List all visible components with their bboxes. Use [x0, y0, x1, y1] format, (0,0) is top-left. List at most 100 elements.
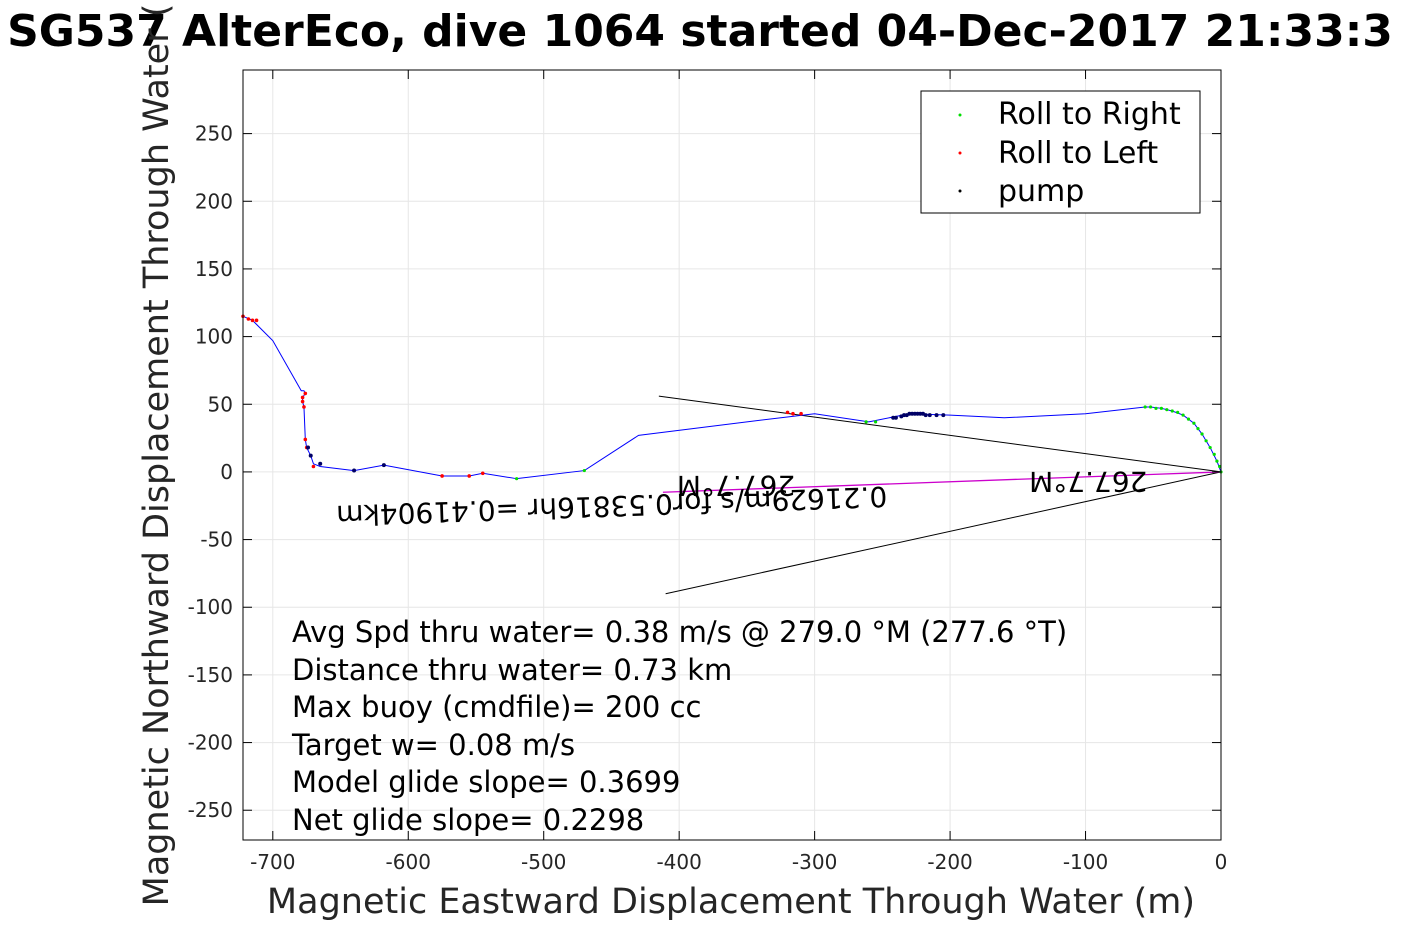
y-tick-label: -150: [188, 663, 233, 687]
roll-right-point: [1165, 408, 1169, 412]
roll-left-markers: [241, 314, 803, 478]
legend-label-roll-left: Roll to Left: [998, 136, 1158, 171]
roll-right-point: [582, 468, 586, 473]
roll-right-point: [864, 420, 868, 424]
pump-point: [899, 414, 904, 419]
roll-right-point: [1192, 421, 1196, 425]
roll-left-point: [440, 474, 444, 478]
roll-right-point: [1196, 427, 1200, 431]
roll-left-point: [311, 464, 316, 469]
roll-left-point: [254, 318, 259, 323]
pump-point: [306, 445, 311, 450]
pump-point: [308, 453, 313, 458]
roll-left-point: [300, 399, 305, 404]
legend-marker-roll-right: [958, 113, 962, 117]
roll-left-point: [480, 471, 485, 476]
roll-left-point: [785, 410, 790, 415]
pump-point: [941, 413, 946, 418]
y-tick-label: -50: [200, 528, 233, 552]
annotation-text-1: 267.7°M: [677, 469, 795, 502]
pump-point: [318, 461, 323, 466]
guide-line: [665, 471, 1222, 595]
x-tick-label: -700: [250, 850, 295, 874]
y-tick-label: 150: [195, 257, 233, 281]
x-tick-label: -400: [656, 850, 701, 874]
y-tick-label: 50: [208, 392, 233, 416]
y-tick-label: 250: [195, 122, 233, 146]
stat-net-glide-slope: Net glide slope= 0.2298: [292, 803, 644, 837]
plot-area-frame: [242, 69, 1222, 841]
track-line: [242, 315, 1222, 480]
x-tick-label: -600: [386, 850, 431, 874]
x-axis-label: Magnetic Eastward Displacement Through W…: [267, 882, 1195, 922]
roll-right-point: [873, 420, 878, 424]
roll-right-point: [1204, 439, 1208, 443]
x-tick-label: -200: [927, 850, 972, 874]
annotation-text-0: 267.7°M: [1029, 465, 1147, 498]
roll-right-point: [1148, 405, 1153, 409]
roll-right-point: [1176, 410, 1180, 414]
roll-right-markers: [515, 405, 1223, 481]
stats-block: Avg Spd thru water= 0.38 m/s @ 279.0 °M …: [291, 615, 1067, 837]
roll-left-point: [302, 405, 306, 409]
legend: Roll to Right Roll to Left pump: [920, 90, 1201, 214]
x-tick-label: 0: [1215, 850, 1228, 874]
legend-label-pump: pump: [998, 174, 1084, 209]
pump-point: [352, 468, 357, 473]
roll-right-point: [1143, 405, 1147, 409]
roll-right-point: [1208, 445, 1212, 450]
annotation-text-2: 0.21629m/s for0.53816hr =0.41904km: [336, 480, 888, 532]
y-tick-label: 100: [195, 325, 233, 349]
pump-point: [934, 413, 939, 418]
x-tick-label: -300: [792, 850, 837, 874]
roll-right-point: [1186, 417, 1191, 421]
roll-right-point: [1212, 452, 1216, 456]
roll-right-point: [1181, 413, 1185, 417]
pump-point: [891, 415, 896, 420]
legend-marker-roll-left: [958, 151, 962, 155]
roll-left-point: [300, 395, 305, 400]
pump-markers: [306, 411, 946, 473]
x-axis: -700 -600 -500 -400 -300 -200 -100 0: [250, 70, 1227, 874]
pump-point: [927, 413, 932, 418]
guide-lines: [658, 395, 1222, 595]
roll-right-point: [1200, 432, 1204, 436]
legend-marker-pump: [958, 189, 962, 193]
current-vector-line: [662, 471, 1222, 493]
roll-left-point: [799, 411, 803, 416]
y-tick-label: 200: [195, 189, 233, 213]
roll-left-point: [303, 437, 308, 442]
roll-left-point: [467, 474, 472, 478]
roll-right-point: [1218, 464, 1222, 469]
legend-box: [920, 90, 1201, 214]
roll-right-point: [1159, 406, 1163, 410]
stat-model-glide-slope: Model glide slope= 0.3699: [292, 765, 680, 799]
y-tick-label: 0: [220, 460, 233, 484]
y-axis: 250 200 150 100 50 0 -50 -100 -150 -200 -250: [188, 122, 1221, 822]
y-tick-label: -250: [188, 798, 233, 822]
stat-max-buoy: Max buoy (cmdfile)= 200 cc: [292, 690, 701, 724]
chart-title: SG537 AlterEco, dive 1064 started 04-Dec…: [7, 6, 1393, 57]
roll-left-point: [303, 391, 308, 396]
y-tick-label: -100: [188, 595, 233, 619]
stat-target-w: Target w= 0.08 m/s: [291, 728, 575, 762]
roll-right-point: [1154, 406, 1158, 410]
roll-right-point: [1170, 409, 1174, 413]
pump-point: [381, 463, 386, 468]
legend-label-roll-right: Roll to Right: [998, 97, 1181, 132]
roll-left-point: [246, 317, 251, 321]
roll-left-point: [791, 411, 795, 416]
x-tick-label: -500: [521, 850, 566, 874]
y-tick-label: -200: [188, 731, 233, 755]
y-axis-label: Magnetic Northward Displacement Through …: [137, 4, 177, 907]
roll-right-point: [515, 477, 519, 481]
roll-right-point: [1215, 459, 1219, 463]
x-tick-label: -100: [1063, 850, 1108, 874]
roll-left-point: [250, 318, 255, 323]
stat-distance: Distance thru water= 0.73 km: [292, 653, 732, 687]
stat-avg-speed: Avg Spd thru water= 0.38 m/s @ 279.0 °M …: [292, 615, 1067, 649]
current-line: [662, 471, 1222, 493]
track-polyline: [242, 315, 1222, 480]
